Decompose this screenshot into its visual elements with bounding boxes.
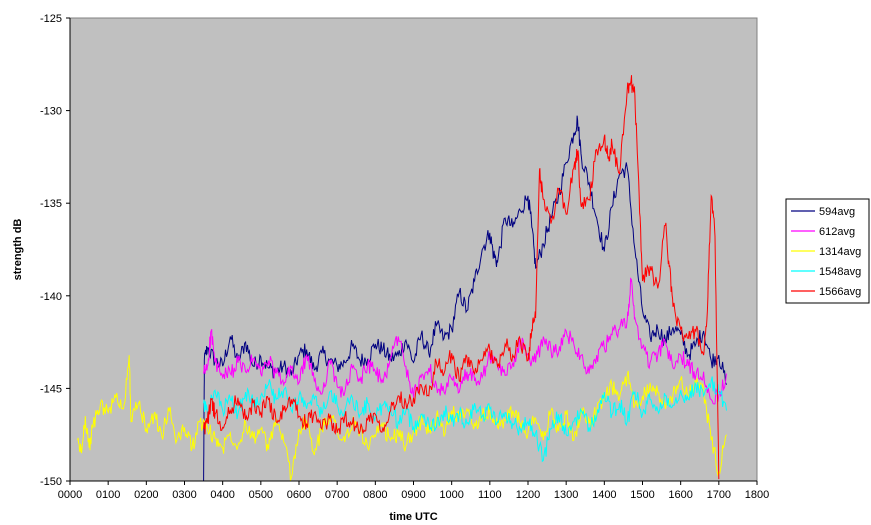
series-line-1314avg: [77, 355, 727, 482]
x-tick-label: 1800: [745, 489, 769, 501]
x-axis-title: time UTC: [389, 511, 437, 523]
x-tick-label: 0000: [58, 489, 82, 501]
x-tick-label: 0500: [249, 489, 273, 501]
y-tick-label: -150: [40, 476, 62, 488]
x-tick-label: 1600: [668, 489, 692, 501]
legend-label-594avg: 594avg: [819, 206, 855, 218]
legend: 594avg 612avg 1314avg 1548avg 1566avg: [785, 198, 870, 304]
series-layer: [77, 75, 727, 482]
legend-label-612avg: 612avg: [819, 226, 855, 238]
plot-area: [69, 17, 758, 482]
x-tick-label: 0900: [401, 489, 425, 501]
x-tick-label: 1200: [516, 489, 540, 501]
series-line-594avg: [203, 115, 727, 482]
y-tick-label: -140: [40, 291, 62, 303]
series-line-1548avg: [203, 376, 727, 463]
y-tick-label: -135: [40, 198, 62, 210]
x-tick-label: 0600: [287, 489, 311, 501]
series-line-612avg: [203, 277, 727, 405]
legend-label-1566avg: 1566avg: [819, 286, 861, 298]
y-tick-label: -145: [40, 383, 62, 395]
x-tick-label: 1400: [592, 489, 616, 501]
x-tick-label: 0400: [210, 489, 234, 501]
x-tick-label: 1000: [439, 489, 463, 501]
x-tick-label: 1300: [554, 489, 578, 501]
x-tick-label: 0800: [363, 489, 387, 501]
x-tick-label: 1500: [630, 489, 654, 501]
x-tick-label: 1700: [707, 489, 731, 501]
y-axis-title: strength dB: [12, 219, 24, 281]
x-tick-label: 0200: [134, 489, 158, 501]
series-line-1566avg: [203, 75, 720, 480]
y-tick-label: -125: [40, 13, 62, 25]
legend-label-1548avg: 1548avg: [819, 266, 861, 278]
x-tick-label: 0100: [96, 489, 120, 501]
legend-label-1314avg: 1314avg: [819, 246, 861, 258]
x-tick-label: 0700: [325, 489, 349, 501]
x-tick-label: 1100: [478, 489, 502, 501]
y-tick-label: -130: [40, 106, 62, 118]
x-tick-label: 0300: [172, 489, 196, 501]
